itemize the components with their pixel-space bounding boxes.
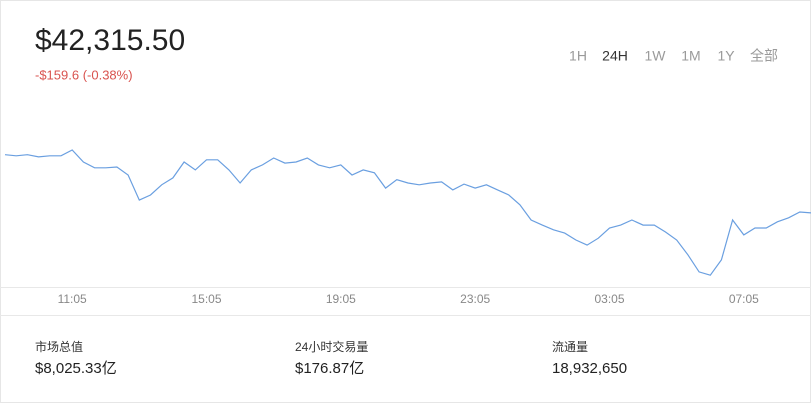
range-button[interactable]: 全部 [750, 48, 778, 64]
stat-value: $176.87亿 [295, 360, 364, 377]
stat-value: 18,932,650 [552, 360, 627, 377]
stat-value: $8,025.33亿 [35, 360, 117, 377]
x-tick-label: 23:05 [460, 292, 490, 306]
range-button[interactable]: 1H [569, 48, 587, 64]
stat-label: 市场总值 [35, 339, 83, 354]
x-tick-label: 19:05 [326, 292, 356, 306]
x-tick-label: 03:05 [594, 292, 624, 306]
x-tick-label: 15:05 [191, 292, 221, 306]
stat-label: 流通量 [552, 340, 588, 354]
price-change: -$159.6 (-0.38%) [35, 67, 133, 82]
range-button[interactable]: 24H [602, 48, 628, 64]
x-tick-label: 11:05 [58, 292, 87, 306]
stat-label: 24小时交易量 [295, 339, 368, 354]
price-line [4, 149, 811, 276]
range-button[interactable]: 1M [681, 48, 700, 64]
price: $42,315.50 [35, 24, 185, 57]
range-button[interactable]: 1W [645, 48, 667, 64]
range-button[interactable]: 1Y [717, 48, 735, 64]
x-tick-label: 07:05 [729, 292, 759, 306]
